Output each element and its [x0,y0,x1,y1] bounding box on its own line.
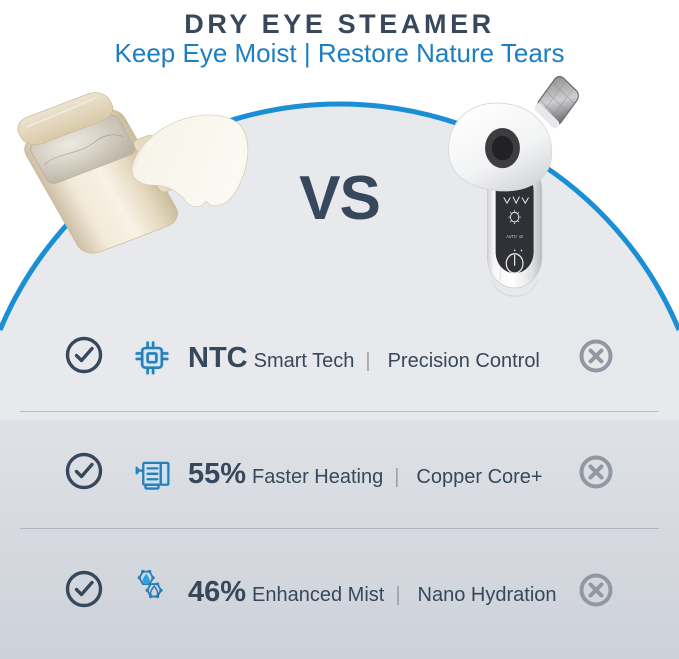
svg-text:AUTO 42: AUTO 42 [506,234,523,239]
